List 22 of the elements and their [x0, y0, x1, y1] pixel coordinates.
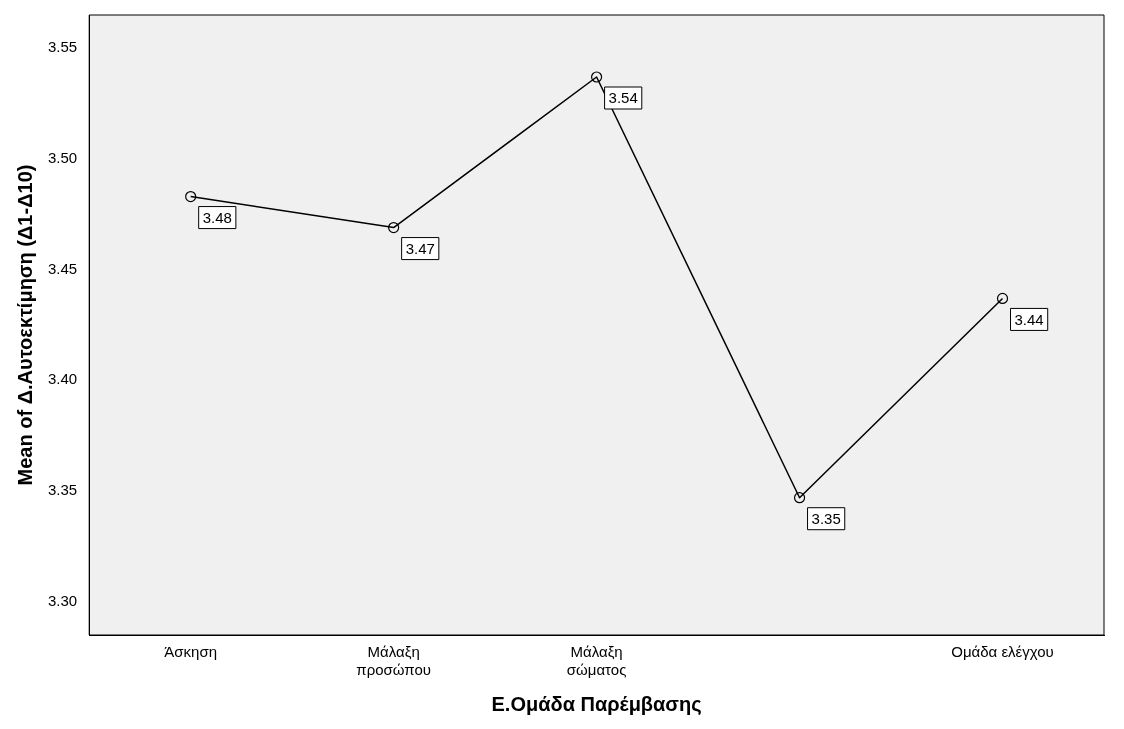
point	[591, 71, 603, 83]
y-tick-label: 3.35	[47, 481, 78, 499]
point	[185, 190, 197, 203]
data-label: 3.47	[405, 239, 435, 257]
data-label: 3.44	[1014, 310, 1044, 328]
data-label: 3.48	[202, 208, 232, 226]
data-label: 3.35	[811, 509, 841, 527]
point	[996, 292, 1009, 305]
x-tick-label: Μάλαξη σώματος	[566, 643, 627, 679]
x-axis-title: Ε.Ομάδα Παρέμβασης	[491, 692, 702, 715]
y-tick-label: 3.40	[47, 370, 78, 388]
x-tick-label: Ομάδα ελέγχου	[951, 643, 1054, 661]
y-tick-label: 3.30	[47, 591, 78, 609]
data-label: 3.54	[608, 89, 638, 107]
y-tick-label: 3.55	[47, 38, 78, 56]
point	[388, 221, 400, 234]
y-tick-label: 3.50	[47, 149, 78, 167]
y-tick-label: 3.45	[47, 259, 78, 277]
x-tick-label: Μάλαξη προσώπου	[356, 643, 431, 679]
x-tick-label: Άσκηση	[164, 643, 218, 661]
point	[793, 492, 806, 504]
y-axis-title: Mean of Δ.Αυτοεκτίμηση (Δ1-Δ10)	[13, 164, 36, 486]
